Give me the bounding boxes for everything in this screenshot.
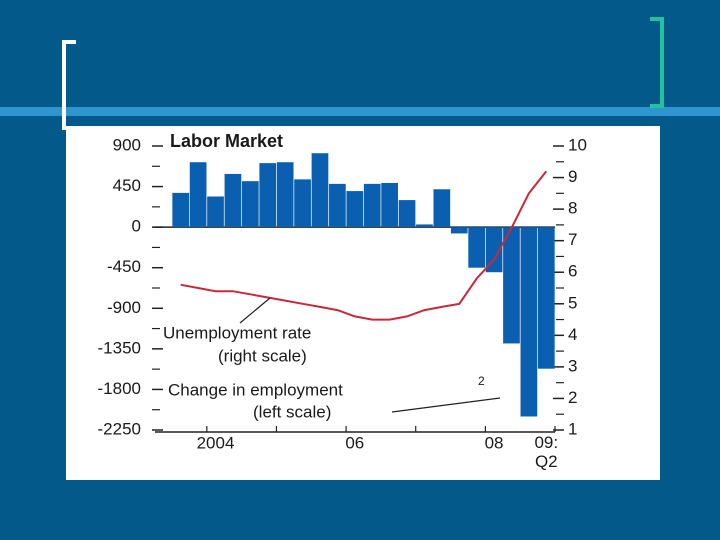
x-tick-label: 06	[345, 433, 364, 452]
annotation: Change in employment	[168, 380, 343, 399]
y2-tick-label: 8	[568, 199, 577, 218]
y2-tick-label: 6	[568, 262, 577, 281]
y2-tick-label: 10	[568, 135, 587, 154]
chart-title: Labor Market	[170, 131, 283, 151]
chart-image	[66, 126, 660, 480]
leader-line	[391, 397, 501, 413]
y-tick-label: 0	[132, 217, 141, 236]
y-tick-label: -1800	[98, 379, 141, 398]
x-tick-label: 08	[485, 433, 504, 452]
bar	[468, 227, 486, 268]
leader-line	[239, 297, 271, 324]
bar	[503, 227, 520, 344]
y2-tick-label: 1	[568, 419, 577, 438]
y2-tick-label: 9	[568, 167, 577, 186]
annotation: (left scale)	[253, 402, 331, 421]
y-tick-label: 900	[113, 135, 141, 154]
chart: Labor Market 900 450 0 -450 -900 -1350 -1800 -2…	[98, 131, 587, 472]
y2-tick-label: 5	[568, 293, 577, 312]
bar	[276, 162, 294, 228]
annotation: Unemployment rate	[163, 323, 311, 342]
y2-tick-label: 4	[568, 325, 577, 344]
stripe	[0, 107, 720, 116]
bar	[485, 227, 503, 273]
line	[180, 170, 548, 321]
bar	[241, 181, 259, 228]
y-tick-label: -900	[107, 298, 141, 317]
bar	[520, 227, 538, 417]
bar	[329, 183, 346, 228]
bar	[346, 191, 364, 228]
bar	[294, 179, 311, 228]
y2-tick-label: 7	[568, 230, 577, 249]
bar	[433, 189, 451, 228]
bar	[189, 162, 207, 228]
y2-tick-label: 2	[568, 388, 577, 407]
bar	[450, 227, 468, 234]
bar	[381, 182, 398, 228]
bar	[224, 173, 242, 228]
bar	[172, 192, 190, 228]
right-bracket	[650, 17, 664, 108]
y-tick-label: -450	[107, 257, 141, 276]
bar	[537, 227, 555, 369]
x-tick-label: 09: Q2	[534, 433, 558, 471]
footnote-marker: 2	[478, 374, 485, 388]
y-tick-label: -2250	[98, 419, 141, 438]
bar	[207, 196, 224, 228]
y2-tick-label: 3	[568, 356, 577, 375]
bar	[363, 183, 381, 228]
x-tick-label: 2004	[197, 433, 235, 452]
y-tick-label: -1350	[98, 338, 141, 357]
bar	[259, 163, 277, 228]
y-tick-label: 450	[113, 176, 141, 195]
annotation: (right scale)	[218, 346, 307, 365]
bar	[311, 153, 329, 228]
bar	[398, 200, 416, 228]
bar	[416, 224, 433, 228]
